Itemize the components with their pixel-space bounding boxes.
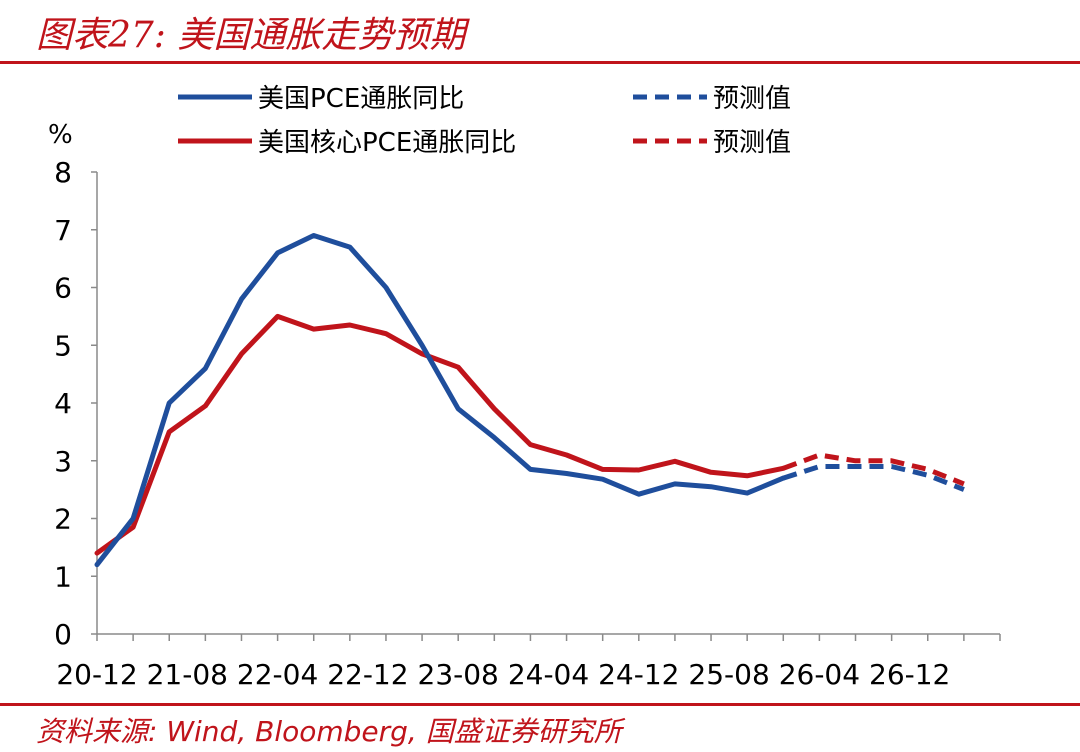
y-tick-label: 0 — [54, 618, 72, 651]
series — [94, 233, 965, 568]
y-tick-label: 1 — [54, 560, 72, 593]
source-rule — [0, 703, 1080, 706]
y-tick-label: 6 — [54, 272, 72, 305]
x-tick-label: 26-04 — [779, 658, 860, 691]
legend: 美国PCE通胀同比 预测值 美国核心PCE通胀同比 预测值 — [178, 84, 791, 158]
x-tick-label: 24-12 — [598, 658, 679, 691]
series-line-pce-forecast — [782, 464, 965, 492]
y-tick-label: 7 — [54, 214, 72, 247]
y-tick-label: 5 — [54, 329, 72, 362]
x-tick-label: 23-08 — [418, 658, 499, 691]
legend-label-pce: 美国PCE通胀同比 — [258, 84, 464, 114]
figure-title: 图表27: 美国通胀走势预期 — [36, 15, 466, 56]
series-line-core-pce — [94, 313, 786, 556]
y-tick-label: 8 — [54, 156, 72, 189]
series-line-core-pce-forecast — [782, 452, 965, 487]
legend-label-core-pce-forecast: 预测值 — [713, 128, 791, 158]
x-tick-label: 24-04 — [508, 658, 589, 691]
x-tick-label: 20-12 — [56, 658, 137, 691]
x-tick-label: 25-08 — [688, 658, 769, 691]
title-rule — [0, 61, 1080, 64]
source-note: 资料来源: Wind, Bloomberg, 国盛证券研究所 — [36, 715, 622, 748]
y-tick-label: 3 — [54, 445, 72, 478]
x-tick-label: 22-04 — [237, 658, 318, 691]
x-tick-label: 26-12 — [869, 658, 950, 691]
y-tick-label: 4 — [54, 387, 72, 420]
y-axis-unit: % — [48, 120, 73, 150]
legend-label-pce-forecast: 预测值 — [713, 84, 791, 114]
x-tick-label: 21-08 — [147, 658, 228, 691]
x-tick-label: 22-12 — [327, 658, 408, 691]
chart: 美国PCE通胀同比 预测值 美国核心PCE通胀同比 预测值 % 0 1 2 3 4 5 6 7… — [48, 84, 1001, 691]
y-tick-label: 2 — [54, 503, 72, 536]
series-line-pce — [94, 233, 786, 568]
axes: 0 1 2 3 4 5 6 7 8 20-12 21-08 22-04 22-12 23-08 24-04 2… — [54, 156, 1001, 691]
legend-label-core-pce: 美国核心PCE通胀同比 — [258, 128, 516, 158]
